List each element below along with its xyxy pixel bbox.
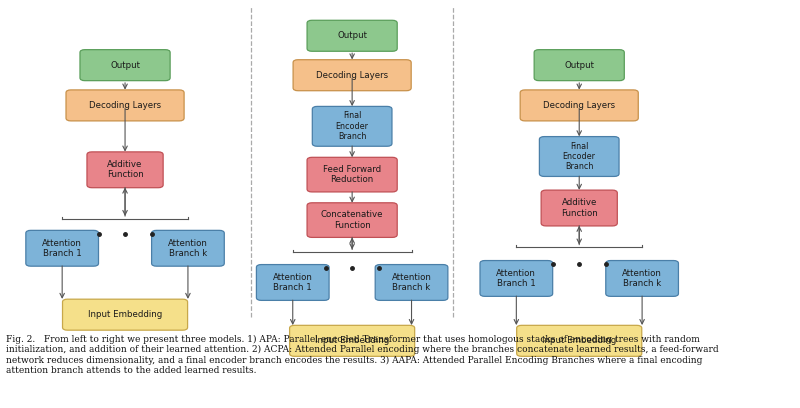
FancyBboxPatch shape xyxy=(66,90,184,121)
Text: Decoding Layers: Decoding Layers xyxy=(89,101,161,110)
FancyBboxPatch shape xyxy=(480,261,553,296)
Text: Fig. 2.   From left to right we present three models. 1) APA: Parallel encoded T: Fig. 2. From left to right we present th… xyxy=(6,335,719,375)
FancyBboxPatch shape xyxy=(307,157,398,192)
Text: Decoding Layers: Decoding Layers xyxy=(316,71,388,80)
FancyBboxPatch shape xyxy=(541,190,618,226)
FancyBboxPatch shape xyxy=(539,137,619,176)
Text: Attention
Branch k: Attention Branch k xyxy=(168,239,208,258)
Text: Output: Output xyxy=(110,61,140,70)
Text: Feed Forward
Reduction: Feed Forward Reduction xyxy=(323,165,381,184)
FancyBboxPatch shape xyxy=(534,50,624,81)
Text: Additive
Function: Additive Function xyxy=(561,198,598,218)
Text: Decoding Layers: Decoding Layers xyxy=(543,101,615,110)
FancyBboxPatch shape xyxy=(290,325,414,356)
FancyBboxPatch shape xyxy=(62,299,187,330)
Text: Attention
Branch 1: Attention Branch 1 xyxy=(496,269,536,288)
FancyBboxPatch shape xyxy=(293,60,411,91)
Text: Attention
Branch k: Attention Branch k xyxy=(391,273,431,292)
Text: Input Embedding: Input Embedding xyxy=(542,336,616,345)
FancyBboxPatch shape xyxy=(152,231,224,266)
FancyBboxPatch shape xyxy=(307,203,398,237)
FancyBboxPatch shape xyxy=(312,106,392,146)
Text: Final
Encoder
Branch: Final Encoder Branch xyxy=(562,142,596,171)
FancyBboxPatch shape xyxy=(80,50,170,81)
Text: Attention
Branch 1: Attention Branch 1 xyxy=(42,239,82,258)
Text: Concatenative
Function: Concatenative Function xyxy=(321,211,383,230)
Text: Final
Encoder
Branch: Final Encoder Branch xyxy=(336,111,369,141)
Text: Output: Output xyxy=(337,31,367,40)
Text: Output: Output xyxy=(564,61,594,70)
Text: Additive
Function: Additive Function xyxy=(106,160,143,180)
Text: Attention
Branch k: Attention Branch k xyxy=(622,269,662,288)
FancyBboxPatch shape xyxy=(26,231,98,266)
FancyBboxPatch shape xyxy=(375,264,448,300)
FancyBboxPatch shape xyxy=(517,325,642,356)
FancyBboxPatch shape xyxy=(606,261,678,296)
FancyBboxPatch shape xyxy=(87,152,163,188)
FancyBboxPatch shape xyxy=(520,90,638,121)
Text: Input Embedding: Input Embedding xyxy=(315,336,390,345)
FancyBboxPatch shape xyxy=(257,264,329,300)
Text: Input Embedding: Input Embedding xyxy=(88,310,162,319)
FancyBboxPatch shape xyxy=(307,20,398,51)
Text: Attention
Branch 1: Attention Branch 1 xyxy=(273,273,313,292)
